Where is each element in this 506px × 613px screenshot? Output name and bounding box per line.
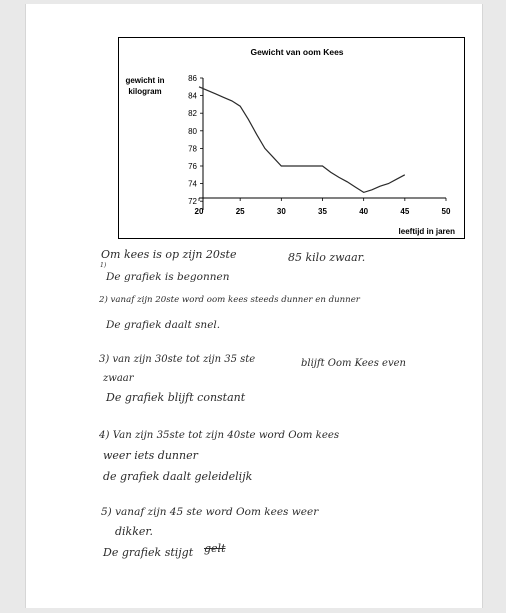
y-tick-label: 78 bbox=[188, 144, 197, 153]
answer-5-line-b: dikker. bbox=[115, 525, 153, 538]
answer-2-conclusion: De grafiek daalt snel. bbox=[106, 319, 221, 331]
y-tick-label: 86 bbox=[188, 74, 197, 83]
answer-4-line-a: 4) Van zijn 35ste tot zijn 40ste word Oo… bbox=[99, 430, 340, 441]
answer-3-line-c: zwaar bbox=[103, 373, 134, 384]
y-tick-label: 72 bbox=[188, 197, 197, 206]
answer-3-line-a: 3) van zijn 30ste tot zijn 35 ste bbox=[99, 354, 256, 365]
answer-4-line-b: weer iets dunner bbox=[103, 449, 198, 462]
chart-ticks: 72 74 76 78 80 82 84 86 20 25 30 35 40 45 50 bbox=[188, 74, 451, 216]
answer-1-conclusion: De grafiek is begonnen bbox=[106, 271, 230, 283]
answer-1-number: 1) bbox=[100, 262, 107, 269]
y-tick-label: 74 bbox=[188, 180, 197, 189]
chart-title: Gewicht van oom Kees bbox=[250, 47, 343, 57]
weight-series-line bbox=[198, 86, 406, 194]
answer-3-conclusion: De grafiek blijft constant bbox=[106, 391, 246, 404]
y-axis-label-line2: kilogram bbox=[128, 87, 161, 96]
chart-frame: Gewicht van oom Kees gewicht in kilogram… bbox=[118, 37, 465, 239]
y-tick-label: 84 bbox=[188, 92, 197, 101]
x-tick-label: 40 bbox=[359, 207, 368, 216]
answer-5-conclusion: De grafiek stijgt bbox=[103, 546, 194, 559]
x-tick-label: 50 bbox=[442, 207, 451, 216]
answer-1-line-b: 85 kilo zwaar. bbox=[288, 251, 366, 264]
answer-5-struck-word: gelt bbox=[204, 542, 226, 555]
x-tick-label: 30 bbox=[277, 207, 286, 216]
answer-1-line-a: Om kees is op zijn 20ste bbox=[101, 248, 237, 261]
y-axis-label-line1: gewicht in bbox=[125, 76, 164, 85]
x-tick-label: 35 bbox=[318, 207, 327, 216]
chart-axes bbox=[199, 78, 446, 210]
answer-5-line-a: 5) vanaf zijn 45 ste word Oom kees weer bbox=[101, 506, 319, 518]
answer-3-line-b: blijft Oom Kees even bbox=[301, 358, 406, 369]
x-tick-label: 45 bbox=[400, 207, 409, 216]
chart-series bbox=[198, 86, 406, 194]
y-tick-label: 80 bbox=[188, 127, 197, 136]
answer-4-conclusion: de grafiek daalt geleidelijk bbox=[103, 470, 253, 483]
worksheet-page: Gewicht van oom Kees gewicht in kilogram… bbox=[25, 4, 483, 608]
x-tick-label: 20 bbox=[195, 207, 204, 216]
x-axis-label: leeftijd in jaren bbox=[399, 227, 456, 236]
answer-2-line: 2) vanaf zijn 20ste word oom kees steeds… bbox=[99, 295, 360, 305]
y-tick-label: 82 bbox=[188, 109, 197, 118]
y-tick-label: 76 bbox=[188, 162, 197, 171]
weight-line-chart: Gewicht van oom Kees gewicht in kilogram… bbox=[125, 47, 456, 236]
x-tick-label: 25 bbox=[236, 207, 245, 216]
